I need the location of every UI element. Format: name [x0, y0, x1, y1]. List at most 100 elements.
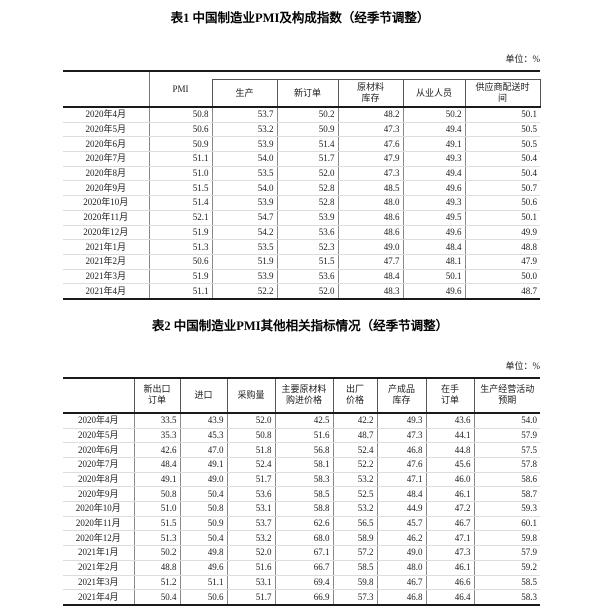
value-cell: 47.9	[338, 151, 404, 167]
value-cell: 51.4	[277, 136, 339, 153]
value-cell: 59.3	[474, 501, 540, 517]
value-cell: 58.8	[275, 501, 334, 517]
value-cell: 48.7	[521, 285, 538, 296]
table2-header: 新出口 订单 进口 采购量 主要原材料 购进价格 出厂 价格 产成品 库存 在手…	[63, 377, 540, 414]
value-cell: 52.2	[333, 457, 378, 473]
value-cell: 52.8	[277, 195, 339, 211]
value-cell: 58.6	[474, 472, 540, 488]
table2-corner-cell	[63, 377, 134, 414]
month-label: 2020年7月	[63, 457, 135, 473]
value-cell: 59.8	[333, 575, 378, 591]
value-cell: 51.1	[149, 151, 213, 167]
value-cell: 53.7	[227, 516, 276, 532]
value-cell: 50.5	[465, 136, 541, 153]
value-cell: 52.0	[277, 283, 339, 299]
value-cell: 53.9	[277, 210, 339, 226]
value-cell: 51.1	[180, 575, 228, 591]
table1-title: 表1 中国制造业PMI及构成指数（经季节调整）	[170, 11, 430, 25]
column-header-orders-in-hand: 在手 订单	[425, 377, 474, 414]
month-label: 2020年6月	[63, 442, 135, 458]
value-cell: 49.5	[403, 210, 466, 226]
value-cell: 42.2	[333, 412, 378, 429]
value-cell: 53.6	[227, 486, 276, 503]
value-cell: 50.8	[227, 428, 276, 444]
value-cell: 51.1	[149, 283, 213, 299]
month-label: 2020年7月	[63, 151, 150, 167]
value-cell: 49.4	[403, 122, 466, 138]
table-row: 2020年7月 51.1 54.0 51.7 47.9 49.3 50.4	[63, 151, 541, 167]
value-cell: 44.1	[426, 428, 475, 444]
value-cell: 53.2	[333, 472, 378, 488]
value-cell: 50.6	[149, 254, 213, 270]
value-cell: 48.4	[377, 486, 427, 503]
value-cell: 51.7	[227, 589, 276, 605]
value-cell: 52.2	[212, 283, 278, 299]
value-cell: 66.7	[275, 560, 334, 576]
table-row: 2021年4月 50.4 50.6 51.7 66.9 57.3 46.8 46.4 58.3	[63, 589, 540, 605]
table2-unit-label: 单位：%	[505, 360, 541, 371]
value-cell: 50.0	[465, 269, 541, 285]
value-cell: 51.9	[149, 225, 213, 241]
month-label: 2020年4月	[63, 107, 150, 123]
value-cell: 50.9	[277, 122, 339, 138]
value-cell: 51.7	[227, 472, 276, 488]
month-label: 2020年5月	[63, 122, 150, 138]
value-cell: 54.0	[212, 151, 278, 167]
value-cell: 66.9	[275, 589, 334, 605]
value-cell: 46.7	[426, 516, 475, 532]
value-cell: 52.4	[227, 457, 276, 473]
value-cell: 47.3	[377, 428, 427, 444]
value-cell: 50.4	[465, 166, 541, 182]
value-cell: 51.3	[149, 239, 213, 255]
table-row: 2020年11月 51.5 50.9 53.7 62.6 56.5 45.7 46.7 60.1	[63, 516, 540, 532]
value-cell: 33.5	[134, 412, 181, 429]
value-cell: 53.9	[212, 269, 278, 285]
value-cell: 58.5	[275, 486, 334, 503]
value-cell: 51.5	[149, 180, 213, 197]
value-cell: 49.0	[338, 239, 404, 255]
value-cell: 46.0	[426, 472, 475, 488]
table1-header-spacer	[212, 71, 540, 80]
column-header-supplier-delivery-time: 供应商配送时 间	[464, 79, 541, 108]
column-header-ex-factory-price: 出厂 价格	[332, 377, 377, 414]
month-label: 2020年10月	[63, 501, 135, 517]
value-cell: 47.7	[338, 254, 404, 270]
value-cell: 56.8	[275, 442, 334, 458]
value-cell: 51.6	[275, 428, 334, 444]
value-cell: 51.9	[149, 269, 213, 285]
value-cell: 50.9	[180, 516, 228, 532]
value-cell: 51.5	[277, 254, 339, 270]
value-cell: 48.8	[134, 560, 181, 576]
value-cell: 46.2	[377, 530, 427, 547]
value-cell: 51.7	[277, 151, 339, 167]
month-label: 2020年12月	[63, 530, 135, 547]
value-cell: 49.6	[180, 560, 228, 576]
value-cell: 48.5	[338, 180, 404, 197]
value-cell: 48.4	[338, 269, 404, 285]
value-cell: 49.3	[377, 412, 427, 429]
value-cell: 51.3	[134, 530, 181, 547]
value-cell: 50.4	[180, 530, 228, 547]
table-row: 2020年12月 51.3 50.4 53.2 68.0 58.9 46.2 47.1 59.8	[63, 530, 540, 547]
value-cell: 51.4	[149, 195, 213, 211]
value-cell: 50.2	[134, 545, 181, 561]
table-row: 2020年6月 50.9 53.9 51.4 47.6 49.1 50.5	[63, 136, 541, 153]
value-cell: 48.8	[465, 239, 541, 255]
table-row: 2021年3月 51.2 51.1 53.1 69.4 59.8 46.7 46.6 58.5	[63, 575, 540, 591]
value-cell: 45.3	[180, 428, 228, 444]
table-row: 2020年10月 51.0 50.8 53.1 58.8 53.2 44.9 47.2 59.3	[63, 501, 540, 517]
table-row: 2021年2月 50.6 51.9 51.5 47.7 48.1 47.9	[63, 254, 541, 270]
month-label: 2020年9月	[63, 486, 135, 503]
value-cell: 59.8	[474, 530, 540, 547]
month-label: 2020年9月	[63, 180, 150, 197]
column-header-imports: 进口	[179, 377, 227, 414]
value-cell: 44.9	[377, 501, 427, 517]
month-label: 2021年3月	[63, 575, 135, 591]
value-cell: 49.1	[403, 136, 466, 153]
value-cell: 49.6	[403, 283, 466, 299]
value-cell: 53.6	[277, 269, 339, 285]
value-cell: 54.0	[474, 412, 540, 429]
month-label: 2020年11月	[63, 210, 150, 226]
month-label: 2020年5月	[63, 428, 135, 444]
value-cell: 54.7	[212, 210, 278, 226]
